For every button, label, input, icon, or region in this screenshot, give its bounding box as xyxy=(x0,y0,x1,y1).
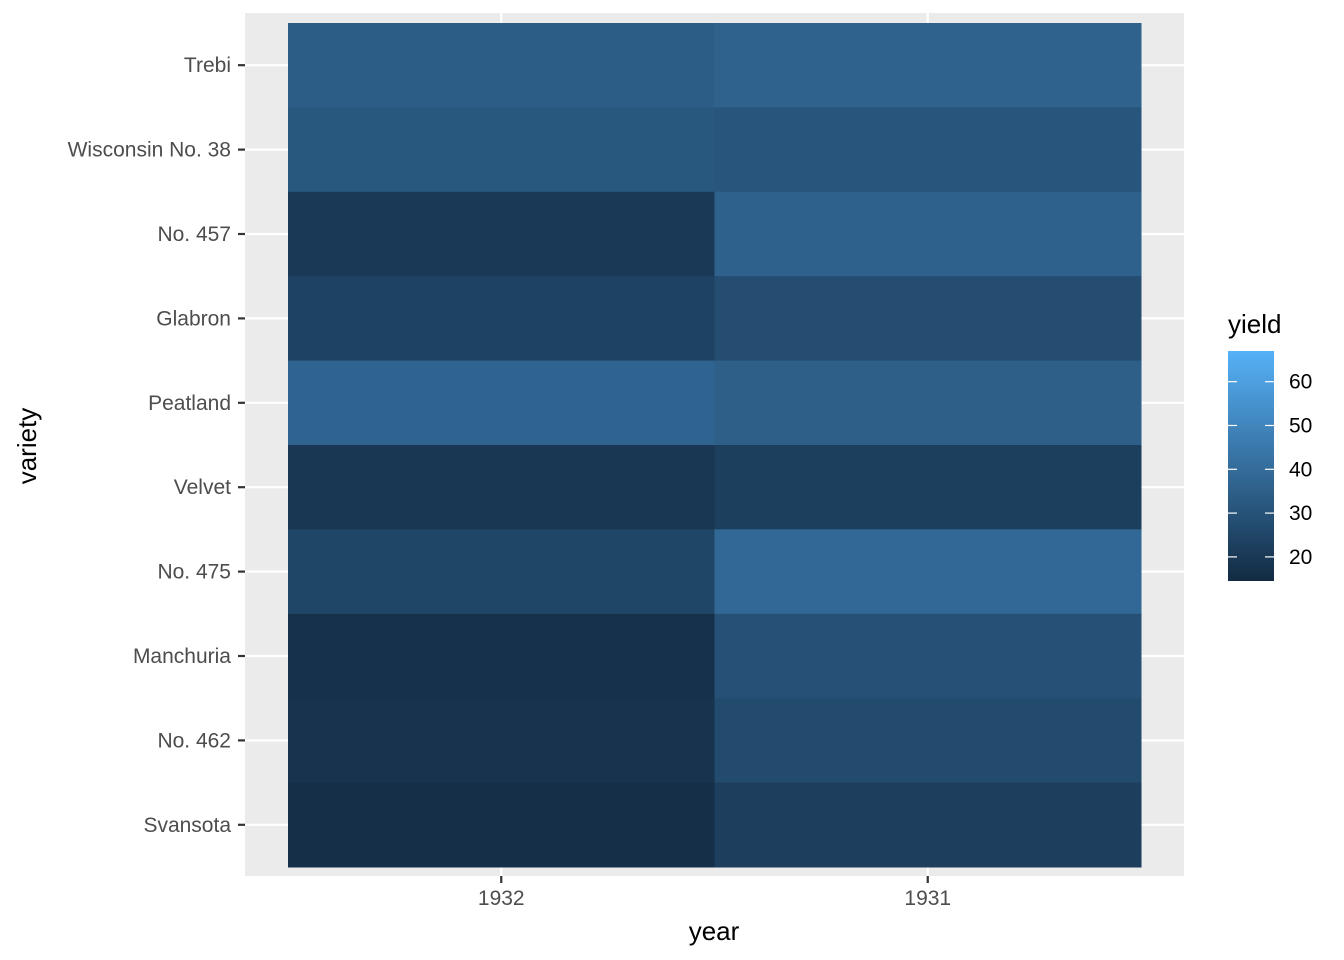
y-tick-label: Wisconsin No. 38 xyxy=(68,139,231,162)
heatmap-tile xyxy=(714,360,1142,446)
heatmap-tile xyxy=(714,191,1142,277)
y-tick-label: Svansota xyxy=(143,814,231,837)
heatmap-tile xyxy=(288,23,715,108)
heatmap-tile xyxy=(714,698,1142,784)
legend-tick-label: 50 xyxy=(1289,414,1312,437)
heatmap-tile xyxy=(288,360,715,446)
color-legend: yield 20 30 40 50 60 xyxy=(1228,309,1312,581)
heatmap-tile xyxy=(288,445,715,530)
legend-title: yield xyxy=(1228,309,1281,339)
y-tick-label: Trebi xyxy=(184,54,231,77)
legend-tick-label: 40 xyxy=(1289,458,1312,481)
legend-tick-label: 20 xyxy=(1289,546,1312,569)
x-axis-title: year xyxy=(689,916,740,946)
y-tick-label: Manchuria xyxy=(133,645,231,668)
heatmap-tile xyxy=(714,23,1142,108)
heatmap-tiles xyxy=(288,23,1142,868)
heatmap-tile xyxy=(714,529,1142,615)
heatmap-tile xyxy=(714,276,1142,362)
heatmap-tile xyxy=(288,613,715,699)
heatmap-tile xyxy=(288,107,715,193)
heatmap-tile xyxy=(714,445,1142,530)
y-axis: Trebi Wisconsin No. 38 No. 457 Glabron Peatl… xyxy=(68,54,245,837)
y-tick-label: Peatland xyxy=(148,392,231,415)
y-tick-label: No. 475 xyxy=(157,561,231,584)
heatmap-tile xyxy=(288,698,715,784)
legend-tick-label: 60 xyxy=(1289,371,1312,394)
y-axis-title: variety xyxy=(12,408,42,485)
legend-ticks: 20 30 40 50 60 xyxy=(1228,371,1312,569)
heatmap-tile xyxy=(714,613,1142,699)
legend-colorbar xyxy=(1228,351,1274,581)
heatmap-tile xyxy=(714,782,1142,868)
heatmap-tile xyxy=(288,191,715,277)
x-tick-label: 1931 xyxy=(904,887,951,910)
heatmap-tile xyxy=(288,529,715,615)
y-tick-label: No. 462 xyxy=(157,729,231,752)
heatmap-tile xyxy=(714,107,1142,193)
heatmap-tile xyxy=(288,782,715,868)
x-axis: 1932 1931 xyxy=(478,876,951,910)
y-tick-label: Velvet xyxy=(174,476,231,499)
legend-tick-label: 30 xyxy=(1289,502,1312,525)
x-tick-label: 1932 xyxy=(478,887,525,910)
heatmap-tile xyxy=(288,276,715,362)
y-tick-label: No. 457 xyxy=(157,223,231,246)
y-tick-label: Glabron xyxy=(156,307,231,330)
